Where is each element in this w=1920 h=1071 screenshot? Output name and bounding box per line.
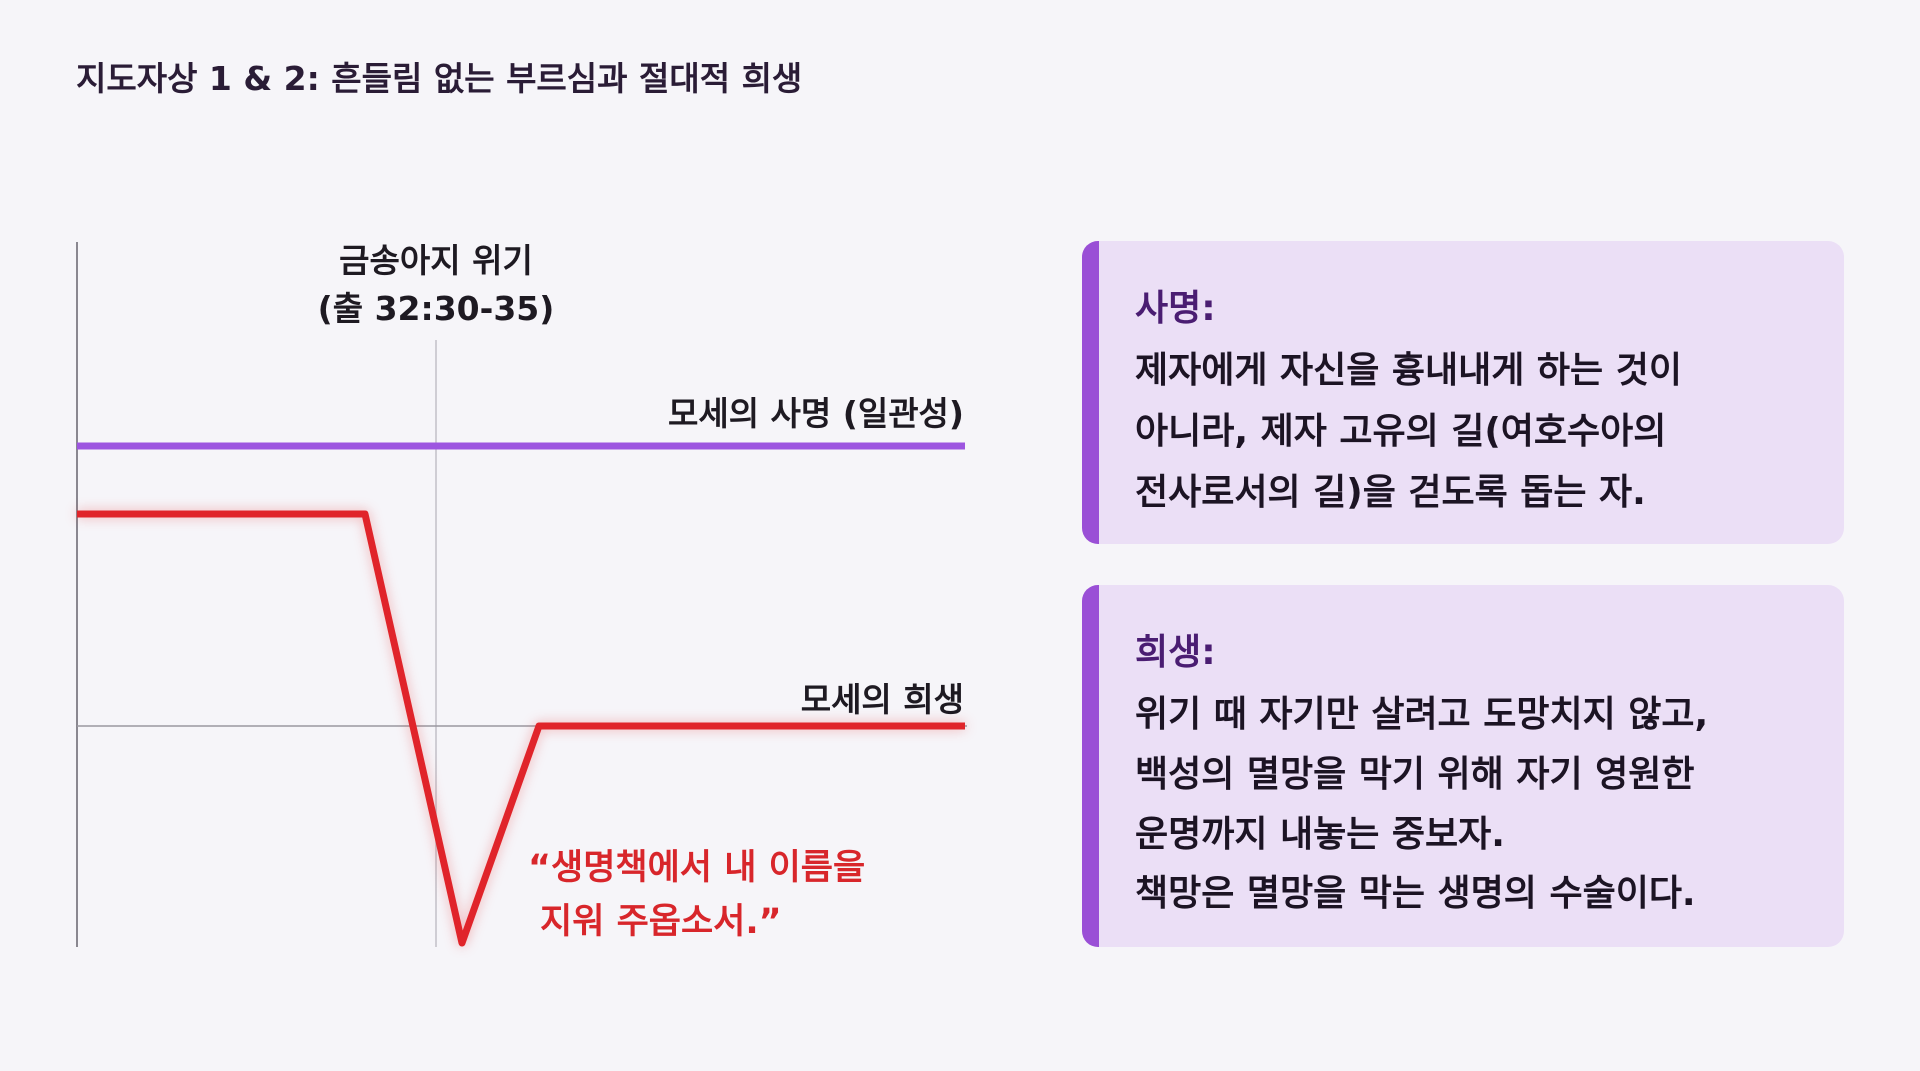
card-text: 백성의 멸망을 막기 위해 자기 영원한 — [1135, 754, 1695, 795]
card-heading: 사명: — [1135, 288, 1216, 329]
card: 희생: 위기 때 자기만 살려고 도망치지 않고, 백성의 멸망을 막기 위해 … — [1082, 585, 1844, 947]
quote-line: “생명책에서 내 이름을 — [528, 848, 866, 888]
crisis-label: 금송아지 위기 — [339, 241, 533, 280]
card-text: 전사로서의 길)을 걷도록 돕는 자. — [1135, 472, 1646, 513]
card-heading: 희생: — [1135, 632, 1216, 673]
card-text: 제자에게 자신을 흉내내게 하는 것이 — [1135, 350, 1682, 391]
sacrifice-label: 모세의 희생 — [800, 680, 964, 719]
quote-line: 지워 주옵소서.” — [540, 902, 782, 942]
card-text: 책망은 멸망을 막는 생명의 수술이다. — [1135, 873, 1696, 914]
diagram — [76, 242, 967, 947]
slide-title: 지도자상 1 & 2: 흔들림 없는 부르심과 절대적 희생 — [76, 59, 803, 98]
mission-label: 모세의 사명 (일관성) — [667, 394, 964, 433]
sacrifice-line — [77, 510, 965, 947]
crisis-ref: (출 32:30-35) — [317, 289, 555, 328]
card: 사명: 제자에게 자신을 흉내내게 하는 것이 아니라, 제자 고유의 길(여호… — [1082, 241, 1844, 544]
card-text: 위기 때 자기만 살려고 도망치지 않고, — [1135, 694, 1709, 735]
card-text: 아니라, 제자 고유의 길(여호수아의 — [1135, 411, 1667, 452]
card-text: 운명까지 내놓는 중보자. — [1135, 814, 1505, 855]
